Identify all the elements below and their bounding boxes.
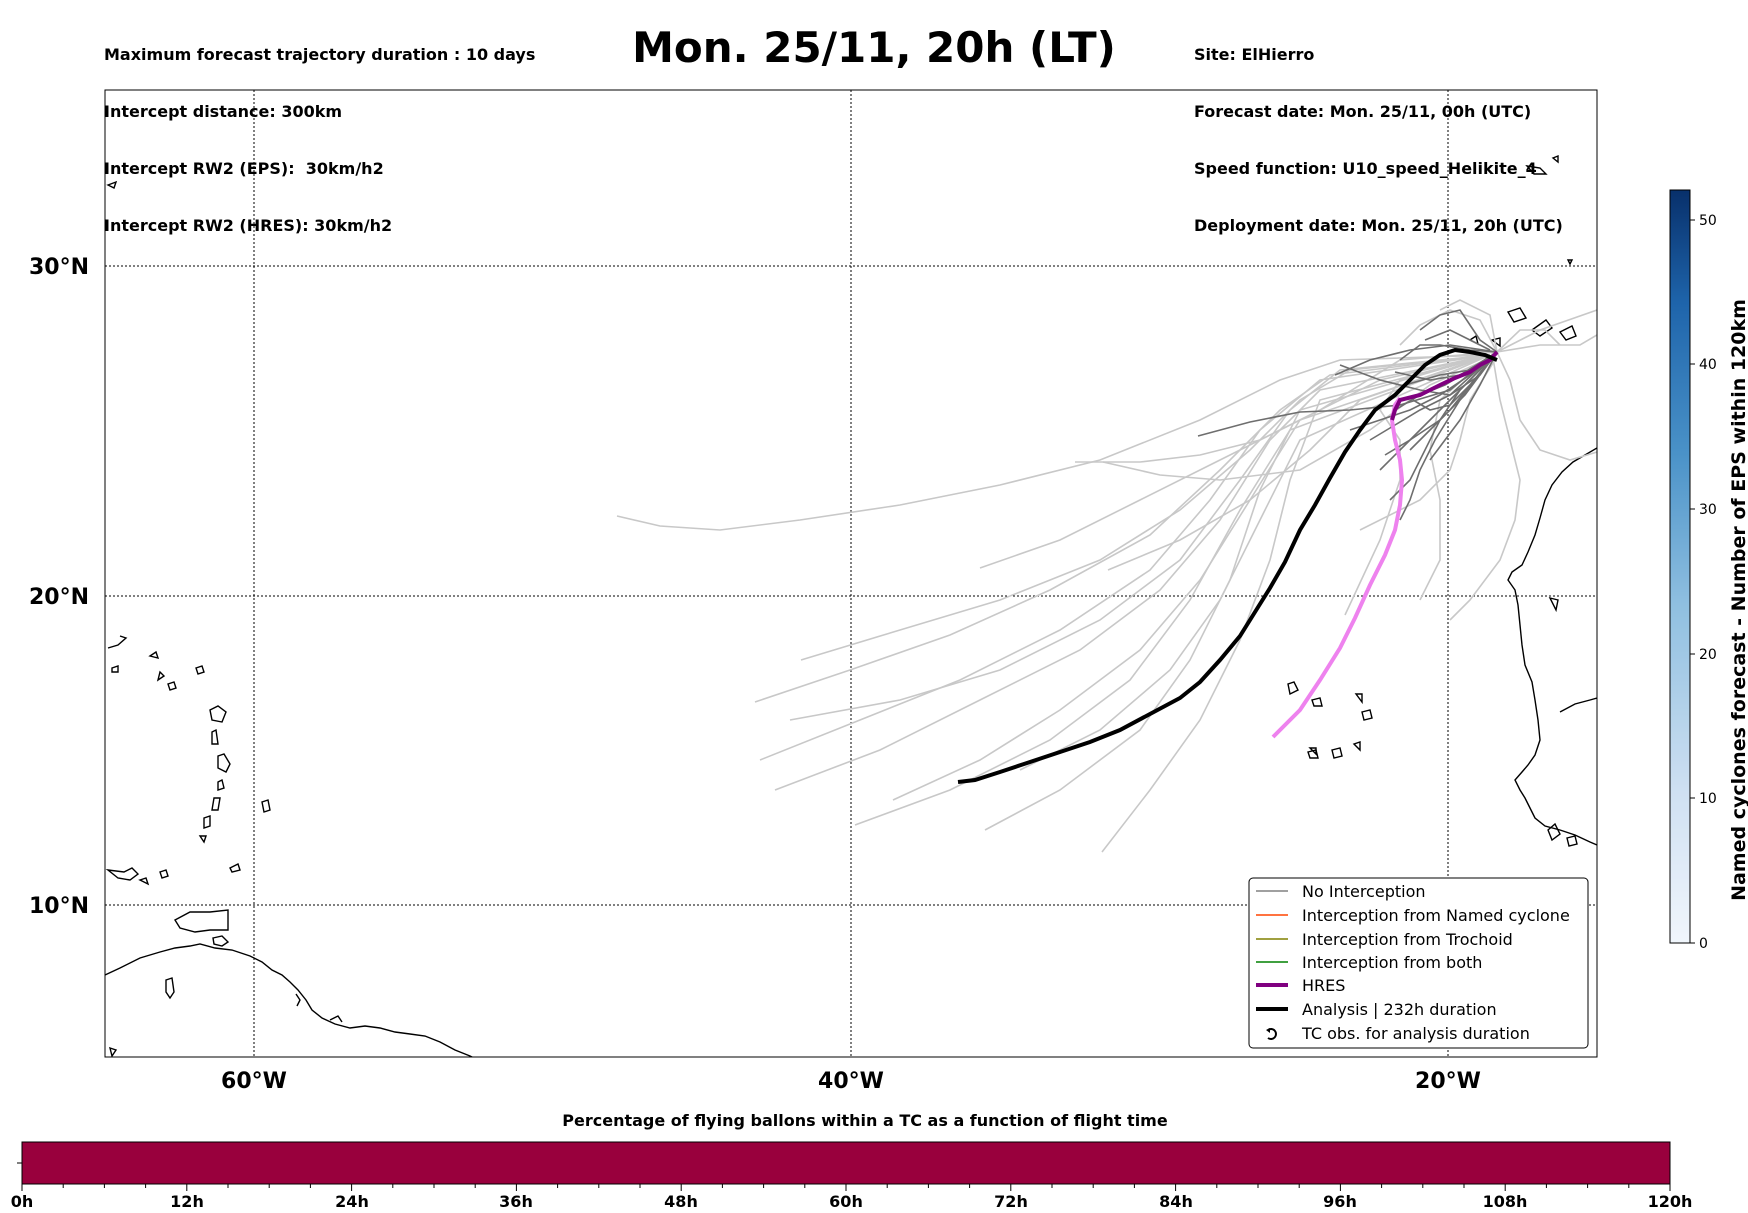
lat-tick-label: 10°N xyxy=(29,894,89,919)
analysis-trajectory xyxy=(957,347,1498,784)
hres-trajectory-light xyxy=(1271,396,1405,739)
colorbar-gradient xyxy=(1669,189,1691,944)
legend-item: HRES xyxy=(1256,976,1345,995)
legend-label: TC obs. for analysis duration xyxy=(1301,1024,1530,1043)
header-left-line: Intercept RW2 (EPS): 30km/h2 xyxy=(104,159,384,178)
legend-item: Interception from Trochoid xyxy=(1256,930,1513,949)
colorbar: 0 10 20 30 40 50 Named cyclones forecast… xyxy=(1669,189,1748,952)
colorbar-tick-label: 20 xyxy=(1699,647,1717,663)
colorbar-ticks: 0 10 20 30 40 50 xyxy=(1690,213,1717,952)
timebar-tick-label: 24h xyxy=(335,1192,369,1211)
legend-label: Analysis | 232h duration xyxy=(1302,1000,1497,1019)
timebar-tick-label: 108h xyxy=(1483,1192,1528,1211)
header-left: Maximum forecast trajectory duration : 1… xyxy=(104,7,535,254)
colorbar-tick-label: 40 xyxy=(1699,357,1717,373)
legend-box xyxy=(1248,877,1589,1049)
header-right: Site: ElHierro Forecast date: Mon. 25/11… xyxy=(1194,7,1563,254)
lon-tick-label: 20°W xyxy=(1415,1069,1481,1094)
colorbar-tick-label: 30 xyxy=(1699,502,1717,518)
timebar-title: Percentage of flying ballons within a TC… xyxy=(562,1111,1168,1130)
timebar-tick-label: 12h xyxy=(170,1192,204,1211)
colorbar-tick-label: 50 xyxy=(1699,213,1717,229)
colorbar-label: Named cyclones forecast - Number of EPS … xyxy=(1728,299,1748,901)
header-right-line: Site: ElHierro xyxy=(1194,45,1315,64)
timebar-tick-labels: 0h 12h 24h 36h 48h 60h 72h 84h 96h 108h … xyxy=(11,1192,1693,1211)
timebar-tick-label: 36h xyxy=(499,1192,533,1211)
header-right-line: Speed function: U10_speed_Helikite_4 xyxy=(1194,159,1537,178)
longitude-ticks: 60°W 40°W 20°W xyxy=(221,1069,1481,1094)
tc-symbol-icon xyxy=(1266,1028,1277,1040)
timebar-tick-label: 120h xyxy=(1648,1192,1693,1211)
lat-tick-label: 30°N xyxy=(29,255,89,280)
timebar-tick-label: 0h xyxy=(11,1192,34,1211)
map-plot xyxy=(105,90,1597,1057)
legend-label: Interception from Named cyclone xyxy=(1302,906,1570,925)
header-right-line: Forecast date: Mon. 25/11, 00h (UTC) xyxy=(1194,102,1532,121)
lat-tick-label: 20°N xyxy=(29,585,89,610)
timebar-tick-label: 72h xyxy=(994,1192,1028,1211)
timebar-tick-label: 96h xyxy=(1323,1192,1357,1211)
latitude-ticks: 30°N 20°N 10°N xyxy=(29,255,89,919)
hres-trajectory xyxy=(1390,350,1499,421)
legend-item: TC obs. for analysis duration xyxy=(1266,1024,1530,1043)
timebar: Percentage of flying ballons within a TC… xyxy=(11,1111,1693,1211)
legend-item: Interception from Named cyclone xyxy=(1256,906,1570,925)
legend-item: Interception from both xyxy=(1256,953,1482,972)
timebar-tick-label: 48h xyxy=(664,1192,698,1211)
eps-trajectories-light xyxy=(616,299,1597,853)
colorbar-tick-label: 10 xyxy=(1699,791,1717,807)
timebar-minor-ticks xyxy=(21,1184,1671,1191)
page-title: Mon. 25/11, 20h (LT) xyxy=(632,23,1116,72)
legend-item: No Interception xyxy=(1256,882,1426,901)
legend-label: No Interception xyxy=(1302,882,1426,901)
eps-trajectories-dark xyxy=(1197,309,1498,521)
lon-tick-label: 40°W xyxy=(818,1069,884,1094)
colorbar-tick-label: 0 xyxy=(1699,936,1708,952)
timebar-fill xyxy=(21,1141,1671,1185)
timebar-tick-label: 84h xyxy=(1159,1192,1193,1211)
header-left-line: Maximum forecast trajectory duration : 1… xyxy=(104,45,536,64)
legend-label: Interception from Trochoid xyxy=(1302,930,1513,949)
coastlines xyxy=(105,154,1597,1057)
header-right-line: Deployment date: Mon. 25/11, 20h (UTC) xyxy=(1194,216,1563,235)
legend: No Interception Interception from Named … xyxy=(1248,877,1589,1049)
legend-label: HRES xyxy=(1302,976,1345,995)
lon-tick-label: 60°W xyxy=(221,1069,287,1094)
legend-label: Interception from both xyxy=(1302,953,1482,972)
timebar-tick-label: 60h xyxy=(829,1192,863,1211)
map-frame xyxy=(104,89,1598,1058)
header-left-line: Intercept distance: 300km xyxy=(104,102,343,121)
header-left-line: Intercept RW2 (HRES): 30km/h2 xyxy=(104,216,393,235)
legend-item: Analysis | 232h duration xyxy=(1256,1000,1497,1019)
